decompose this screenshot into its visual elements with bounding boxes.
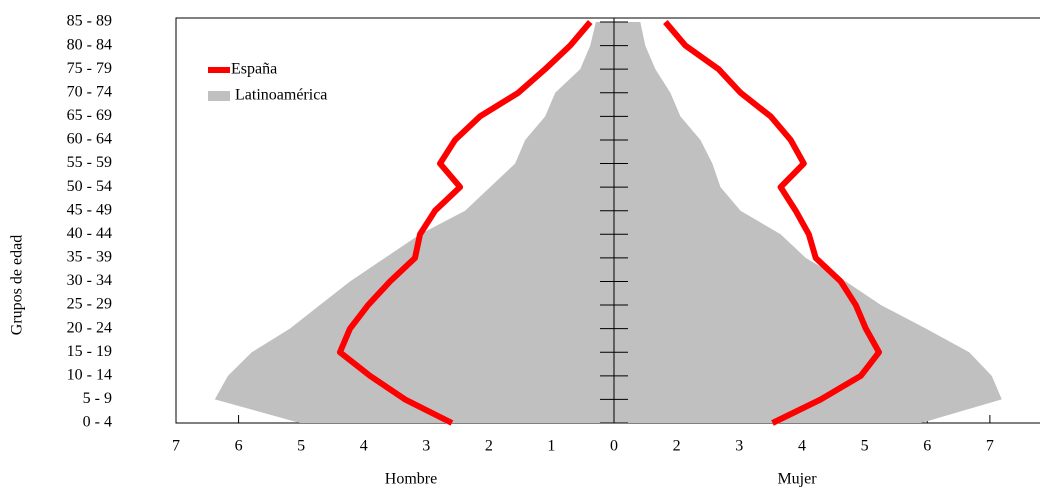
y-tick-label: 55 - 59 bbox=[67, 154, 112, 171]
y-tick-label: 75 - 79 bbox=[67, 60, 112, 77]
x-axis-title: Hombre bbox=[385, 471, 437, 488]
x-tick-label: 4 bbox=[360, 438, 368, 455]
line-mujer bbox=[663, 20, 882, 426]
x2-tick-label: 4 bbox=[798, 438, 806, 455]
y-tick-label: 30 - 34 bbox=[67, 272, 112, 289]
x2-axis-title: Mujer bbox=[777, 471, 817, 488]
y-tick-label: 45 - 49 bbox=[67, 201, 112, 218]
x2-tick-label: 6 bbox=[923, 438, 931, 455]
x-tick-label: 1 bbox=[547, 438, 555, 455]
x-tick-label: 5 bbox=[297, 438, 305, 455]
y-tick-label: 35 - 39 bbox=[67, 249, 112, 266]
x-tick-label: 6 bbox=[235, 438, 243, 455]
area-mujer bbox=[614, 22, 1002, 423]
legend-label: Latinoamérica bbox=[235, 87, 327, 104]
x-tick-label: 2 bbox=[485, 438, 493, 455]
y-tick-label: 25 - 29 bbox=[67, 296, 112, 313]
y-tick-label: 50 - 54 bbox=[67, 178, 112, 195]
x-tick-label: 0 bbox=[610, 438, 618, 455]
y-axis-title: Grupos de edad bbox=[9, 235, 26, 335]
legend-swatch bbox=[208, 91, 230, 101]
y-tick-label: 20 - 24 bbox=[67, 319, 112, 336]
x-tick-label: 3 bbox=[422, 438, 430, 455]
x2-tick-label: 2 bbox=[673, 438, 681, 455]
y-tick-label: 60 - 64 bbox=[67, 131, 112, 148]
y-tick-label: 40 - 44 bbox=[67, 225, 112, 242]
x-tick-label: 7 bbox=[172, 438, 180, 455]
y-tick-label: 15 - 19 bbox=[67, 343, 112, 360]
area-hombre bbox=[214, 22, 614, 423]
x2-tick-label: 3 bbox=[735, 438, 743, 455]
y-tick-label: 5 - 9 bbox=[83, 390, 112, 407]
y-tick-label: 85 - 89 bbox=[67, 13, 112, 30]
x2-tick-label: 5 bbox=[861, 438, 869, 455]
y-tick-label: 65 - 69 bbox=[67, 107, 112, 124]
y-tick-label: 70 - 74 bbox=[67, 83, 112, 100]
y-tick-label: 10 - 14 bbox=[67, 366, 112, 383]
line-hombre bbox=[336, 20, 593, 426]
y-tick-label: 0 - 4 bbox=[83, 414, 112, 431]
y-tick-label: 80 - 84 bbox=[67, 36, 112, 53]
x2-tick-label: 7 bbox=[986, 438, 994, 455]
legend-label: España bbox=[231, 61, 277, 78]
